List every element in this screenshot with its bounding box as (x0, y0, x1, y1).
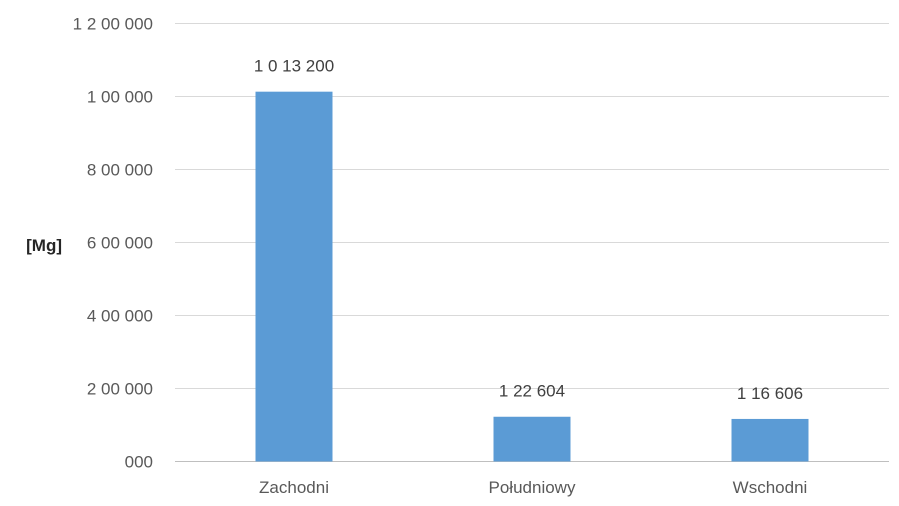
y-axis-ticks: 000 2 00 000 4 00 000 6 00 000 8 00 000 1 00 … (73, 15, 153, 472)
x-tick-label: Wschodni (733, 478, 808, 497)
data-label: 1 22 604 (499, 382, 565, 401)
x-axis-ticks: Zachodni Południowy Wschodni (259, 478, 807, 497)
y-tick-label: 4 00 000 (87, 307, 153, 326)
y-tick-label: 1 00 000 (87, 88, 153, 107)
bars (255, 91, 809, 462)
data-label: 1 16 606 (737, 384, 803, 403)
x-tick-label: Zachodni (259, 478, 329, 497)
y-axis-label: [Mg] (26, 236, 62, 255)
y-tick-label: 6 00 000 (87, 234, 153, 253)
y-tick-label: 2 00 000 (87, 380, 153, 399)
y-tick-label: 000 (125, 453, 153, 472)
bar-2 (731, 418, 809, 462)
y-tick-label: 8 00 000 (87, 161, 153, 180)
y-tick-label: 1 2 00 000 (73, 15, 153, 34)
data-labels: 1 0 13 200 1 22 604 1 16 606 (254, 57, 803, 403)
bar-0 (255, 91, 333, 462)
x-tick-label: Południowy (489, 478, 576, 497)
data-label: 1 0 13 200 (254, 57, 334, 76)
bar-1 (493, 416, 571, 462)
